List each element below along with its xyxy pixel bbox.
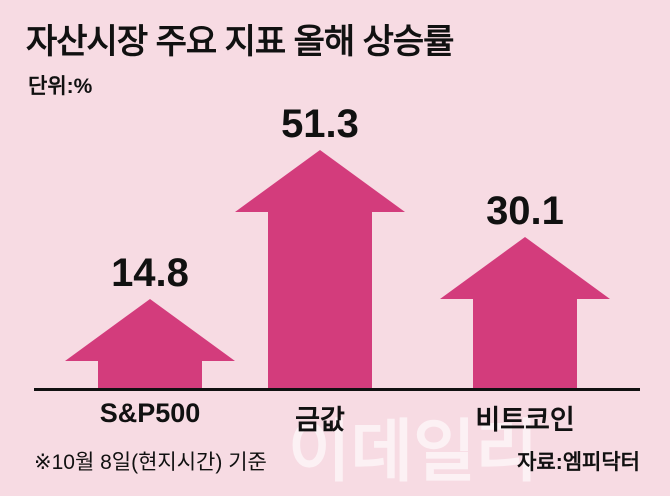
up-arrow-shape	[235, 150, 405, 390]
bar-group-sp500: 14.8	[65, 253, 235, 390]
value-label-sp500: 14.8	[111, 251, 189, 295]
chart-area: 14.8 51.3 30.1	[0, 98, 670, 390]
edaily-watermark: 이데일리	[288, 414, 539, 490]
bar-group-gold: 51.3	[235, 104, 405, 390]
x-axis-line	[34, 388, 640, 391]
category-label-gold: 금값	[295, 405, 345, 435]
bar-group-bitcoin: 30.1	[440, 191, 610, 390]
value-label-gold: 51.3	[281, 102, 359, 146]
up-arrow-shape	[65, 299, 235, 390]
up-arrow-bar-bitcoin	[440, 237, 610, 390]
up-arrow-bar-gold	[235, 150, 405, 390]
footnote-basis-date: ※10월 8일(현지시간) 기준	[34, 451, 267, 474]
category-label-bitcoin: 비트코인	[475, 405, 575, 435]
up-arrow-shape	[440, 237, 610, 390]
source-credit: 자료:엠피닥터	[517, 451, 640, 474]
unit-label: 단위:%	[28, 75, 93, 98]
up-arrow-bar-sp500	[65, 299, 235, 390]
chart-title: 자산시장 주요 지표 올해 상승률	[26, 23, 454, 61]
category-label-sp500: S&P500	[99, 398, 201, 428]
value-label-bitcoin: 30.1	[486, 189, 564, 233]
